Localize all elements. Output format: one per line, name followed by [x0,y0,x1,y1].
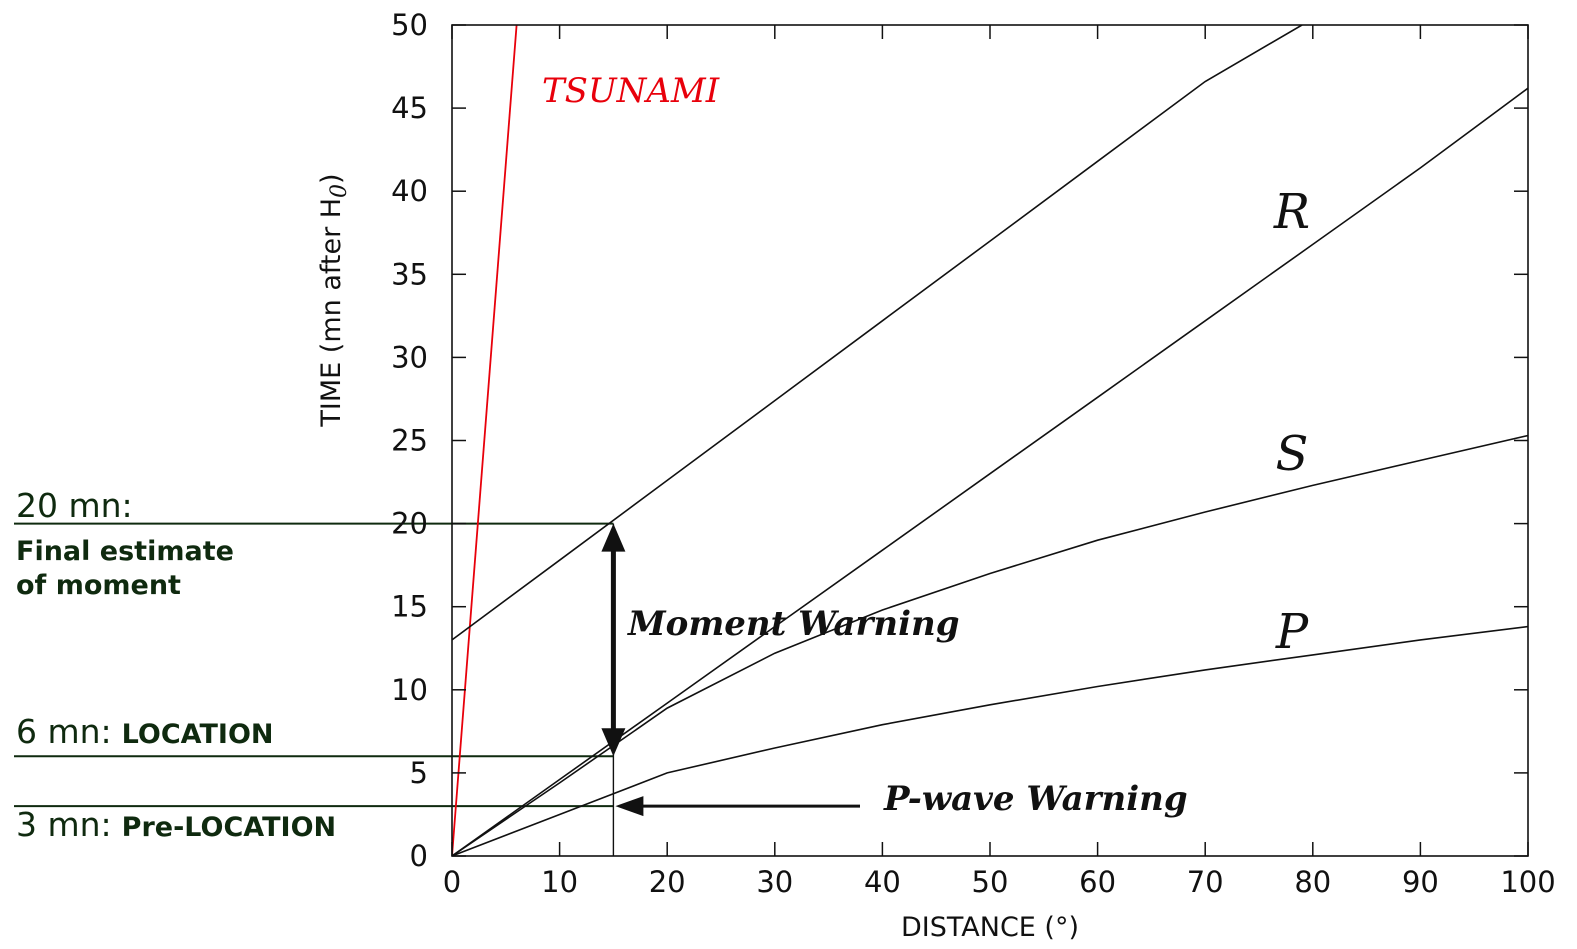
x-tick-label: 20 [649,865,686,899]
y-axis-title: TIME (mn after H0) [316,173,352,427]
note-6mn-title: 6 mn: [16,712,112,751]
series-s-line [452,434,1528,856]
note-20mn-desc-2: of moment [16,570,181,601]
note-3mn-title: 3 mn: [16,805,112,844]
series-tsunami-line [452,25,518,856]
note-3mn-desc: Pre-LOCATION [122,812,336,843]
x-tick-label: 10 [541,865,578,899]
p-wave-arrow-head [615,796,644,817]
y-tick-label: 35 [391,257,428,291]
y-tick-label: 20 [391,507,428,541]
note-6mn: 6 mn: LOCATION [16,712,274,751]
y-tick-label: 25 [391,424,428,458]
y-tick-label: 40 [391,174,428,208]
y-tick-label: 50 [391,8,428,42]
y-tick-label: 30 [391,340,428,374]
p-wave-warning-label: P-wave Warning [883,779,1188,819]
y-tick-label: 45 [391,91,428,125]
x-tick-label: 0 [443,865,461,899]
x-tick-label: 90 [1402,865,1439,899]
labels-layer: DISTANCE (°)TIME (mn after H0)RSPTSUNAMI… [16,71,1310,943]
x-tick-label: 100 [1500,865,1555,899]
moment-warning-label: Moment Warning [627,604,959,644]
x-tick-label: 30 [756,865,793,899]
x-tick-label: 70 [1187,865,1224,899]
y-axis-title-main: TIME (mn after H [316,198,347,428]
y-axis-title-subscript: 0 [327,184,352,198]
curves-layer [452,25,1528,856]
y-tick-label: 0 [410,839,428,873]
y-tick-label: 5 [410,756,428,790]
x-tick-label: 60 [1079,865,1116,899]
series-line-1 [452,25,1303,641]
arrows-layer [601,523,860,817]
note-20mn-desc-1: Final estimate [16,536,234,567]
series-r-line [452,87,1528,856]
tsunami-label: TSUNAMI [542,71,720,111]
moment-arrow-head-up [601,523,626,552]
x-tick-label: 40 [864,865,901,899]
note-3mn: 3 mn: Pre-LOCATION [16,805,336,844]
x-axis-title: DISTANCE (°) [901,912,1079,943]
y-tick-label: 10 [391,673,428,707]
series-label-s: S [1276,426,1309,482]
series-label-p: P [1275,604,1309,660]
x-tick-label: 80 [1294,865,1331,899]
note-6mn-desc: LOCATION [122,719,274,750]
series-label-r: R [1273,184,1310,240]
moment-arrow-head-down [601,728,626,757]
y-tick-label: 15 [391,590,428,624]
ticks-layer: 0 10 20 30 40 50 60 70 80 90 100 0 5 10 15 20 25 30 35 40 45… [391,8,1556,899]
note-20mn-title: 20 mn: [16,486,133,525]
x-tick-label: 50 [972,865,1009,899]
y-axis-title-close: ) [316,173,347,184]
series-p-line [452,625,1528,856]
